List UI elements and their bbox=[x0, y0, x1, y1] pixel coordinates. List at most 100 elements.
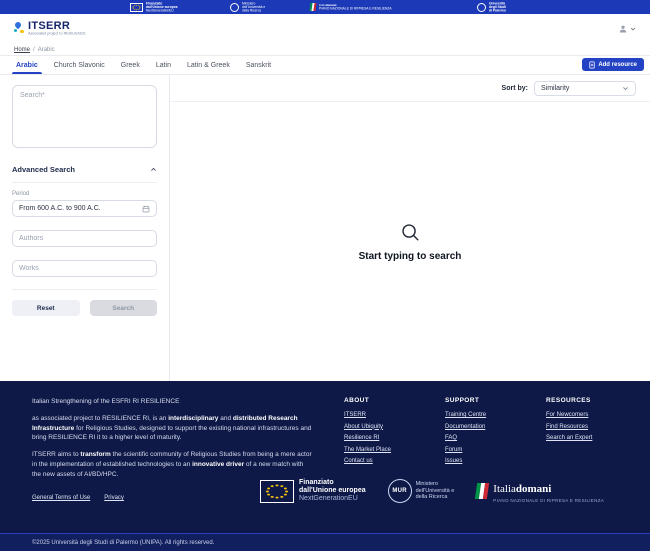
breadcrumb: Home / Arabic bbox=[0, 44, 650, 56]
italiadomani-text: Italiadomani PIANO NAZIONALE DI RIPRESA … bbox=[493, 483, 605, 504]
tab-church-slavonic[interactable]: Church Slavonic bbox=[53, 61, 105, 69]
footer-link-about-ubiquity[interactable]: About Ubiquity bbox=[344, 423, 384, 430]
brand-name: ITSERR bbox=[28, 19, 71, 32]
copyright-bar: ©2025 Università degli Studi di Palermo … bbox=[0, 533, 650, 551]
footer-terms: General Terms of Use Privacy bbox=[32, 495, 124, 501]
period-input[interactable] bbox=[19, 205, 138, 212]
unipa-text: Università degli Studi di Palermo bbox=[488, 1, 506, 13]
breadcrumb-current: Arabic bbox=[37, 46, 55, 53]
footer-link-documentation[interactable]: Documentation bbox=[445, 423, 486, 430]
footer-link-for-newcomers[interactable]: For Newcomers bbox=[546, 412, 589, 418]
footer-paragraph-1: as associated project to RESILIENCE RI, … bbox=[32, 414, 312, 442]
chevron-down-icon bbox=[622, 86, 629, 91]
calendar-icon[interactable] bbox=[142, 205, 150, 213]
language-tabbar: Arabic Church Slavonic Greek Latin Latin… bbox=[0, 56, 650, 75]
eu-flag-icon bbox=[130, 2, 144, 12]
user-icon bbox=[618, 24, 628, 34]
italiadomani-logo: Italiadomani PIANO NAZIONALE DI RIPRESA … bbox=[309, 1, 451, 14]
copyright-text: ©2025 Università degli Studi di Palermo … bbox=[32, 540, 215, 546]
sort-select[interactable]: Similarity bbox=[534, 80, 636, 96]
sort-row: Sort by: Similarity bbox=[170, 75, 650, 102]
government-logo-bar: Finanziato dall'Unione europea NextGener… bbox=[0, 0, 650, 14]
mur-text: Ministero dell'Università e della Ricerc… bbox=[241, 1, 265, 13]
footer-link-market-place[interactable]: The Market Place bbox=[344, 446, 392, 453]
breadcrumb-home-link[interactable]: Home bbox=[14, 46, 31, 53]
mur-icon: MUR bbox=[387, 479, 412, 504]
user-menu-button[interactable] bbox=[618, 24, 636, 34]
terms-of-use-link[interactable]: General Terms of Use bbox=[32, 495, 91, 501]
tab-sanskrit[interactable]: Sanskrit bbox=[245, 61, 272, 69]
works-field[interactable] bbox=[12, 260, 157, 277]
footer-link-training-centre[interactable]: Training Centre bbox=[445, 412, 487, 418]
footer-link-issues[interactable]: Issues bbox=[445, 458, 463, 464]
footer-column-resources: RESOURCES For Newcomers Find Resources S… bbox=[546, 397, 641, 447]
footer-column-support: SUPPORT Training Centre Documentation FA… bbox=[445, 397, 540, 470]
footer-link-contact-us[interactable]: Contact us bbox=[344, 458, 373, 464]
advanced-search-toggle[interactable]: Advanced Search bbox=[12, 165, 157, 174]
empty-state-text: Start typing to search bbox=[358, 250, 462, 262]
footer-link-itserr[interactable]: ITSERR bbox=[344, 412, 367, 418]
brand-tagline: Associated project to RESILIENCE bbox=[28, 31, 86, 36]
results-panel: Sort by: Similarity Start typing to sear… bbox=[170, 75, 650, 381]
footer-link-search-an-expert[interactable]: Search an Expert bbox=[546, 435, 593, 441]
divider bbox=[12, 289, 157, 290]
period-label: Period bbox=[12, 191, 30, 197]
footer-link-find-resources[interactable]: Find Resources bbox=[546, 423, 589, 430]
footer-logos: Finanziato dall'Unione europea NextGener… bbox=[260, 479, 605, 504]
footer-link-resilience-ri[interactable]: Resilience RI bbox=[344, 435, 380, 441]
period-field[interactable] bbox=[12, 200, 157, 217]
italiadomani-text: Italiadomani PIANO NAZIONALE DI RIPRESA … bbox=[318, 3, 392, 11]
mur-text: Ministero dell'Università e della Ricerc… bbox=[415, 481, 455, 501]
footer-column-about: ABOUT ITSERR About Ubiquity Resilience R… bbox=[344, 397, 439, 470]
tab-latin[interactable]: Latin bbox=[155, 61, 172, 69]
sort-selected-value: Similarity bbox=[541, 84, 570, 92]
mur-ministry-logo-footer: MUR Ministero dell'Università e della Ri… bbox=[387, 479, 455, 504]
tab-greek[interactable]: Greek bbox=[120, 61, 140, 69]
eu-flag-icon bbox=[260, 479, 294, 503]
footer-link-faq[interactable]: FAQ bbox=[445, 435, 458, 441]
authors-input[interactable] bbox=[19, 235, 150, 242]
chevron-down-icon bbox=[630, 26, 636, 32]
unipa-icon bbox=[476, 2, 486, 12]
add-resource-button[interactable]: Add resource bbox=[582, 58, 644, 71]
tab-latin-greek[interactable]: Latin & Greek bbox=[187, 61, 230, 69]
search-button[interactable]: Search bbox=[89, 300, 157, 316]
breadcrumb-separator: / bbox=[33, 46, 35, 53]
divider bbox=[12, 182, 157, 183]
footer-paragraph-2: ITSERR aims to transform the scientific … bbox=[32, 451, 312, 478]
works-input[interactable] bbox=[19, 265, 150, 272]
footer-link-forum[interactable]: Forum bbox=[445, 446, 463, 453]
footer-column-title: RESOURCES bbox=[546, 397, 591, 404]
search-sidebar: Advanced Search Period Reset Search bbox=[0, 75, 170, 381]
search-icon bbox=[400, 222, 421, 243]
footer-intro: Italian Strengthening of the ESFRI RI RE… bbox=[32, 398, 180, 405]
footer: Italian Strengthening of the ESFRI RI RE… bbox=[0, 381, 650, 533]
advanced-search-label: Advanced Search bbox=[12, 165, 75, 174]
sort-by-label: Sort by: bbox=[501, 84, 528, 92]
italiadomani-logo-footer: Italiadomani PIANO NAZIONALE DI RIPRESA … bbox=[475, 479, 605, 504]
tab-arabic[interactable]: Arabic bbox=[8, 56, 46, 74]
mur-ministry-logo: Ministero dell'Università e della Ricerc… bbox=[229, 0, 284, 16]
privacy-link[interactable]: Privacy bbox=[104, 495, 124, 501]
footer-description: Italian Strengthening of the ESFRI RI RE… bbox=[32, 397, 314, 486]
italy-flag-icon bbox=[309, 3, 317, 11]
eu-funding-logo: Finanziato dall'Unione europea NextGener… bbox=[130, 0, 203, 16]
chevron-up-icon bbox=[150, 167, 157, 172]
app-header: ITSERR Associated project to RESILIENCE bbox=[0, 14, 650, 44]
document-plus-icon bbox=[589, 60, 595, 69]
unipa-logo: Università degli Studi di Palermo bbox=[476, 0, 520, 16]
empty-state: Start typing to search bbox=[170, 102, 650, 381]
search-input[interactable] bbox=[12, 85, 157, 148]
authors-field[interactable] bbox=[12, 230, 157, 247]
eu-funding-text: Finanziato dall'Unione europea NextGener… bbox=[299, 479, 366, 503]
footer-column-title: ABOUT bbox=[344, 397, 370, 404]
itserr-dots-icon bbox=[13, 20, 25, 34]
content-area: Advanced Search Period Reset Search Sor bbox=[0, 75, 650, 381]
footer-column-title: SUPPORT bbox=[445, 397, 480, 404]
mur-icon bbox=[229, 2, 239, 12]
eu-funding-logo-footer: Finanziato dall'Unione europea NextGener… bbox=[260, 479, 366, 503]
eu-funding-text: Finanziato dall'Unione europea NextGener… bbox=[146, 1, 178, 13]
itserr-logo[interactable]: ITSERR Associated project to RESILIENCE bbox=[13, 19, 121, 38]
italy-flag-icon bbox=[475, 483, 490, 500]
reset-button[interactable]: Reset bbox=[12, 300, 80, 316]
